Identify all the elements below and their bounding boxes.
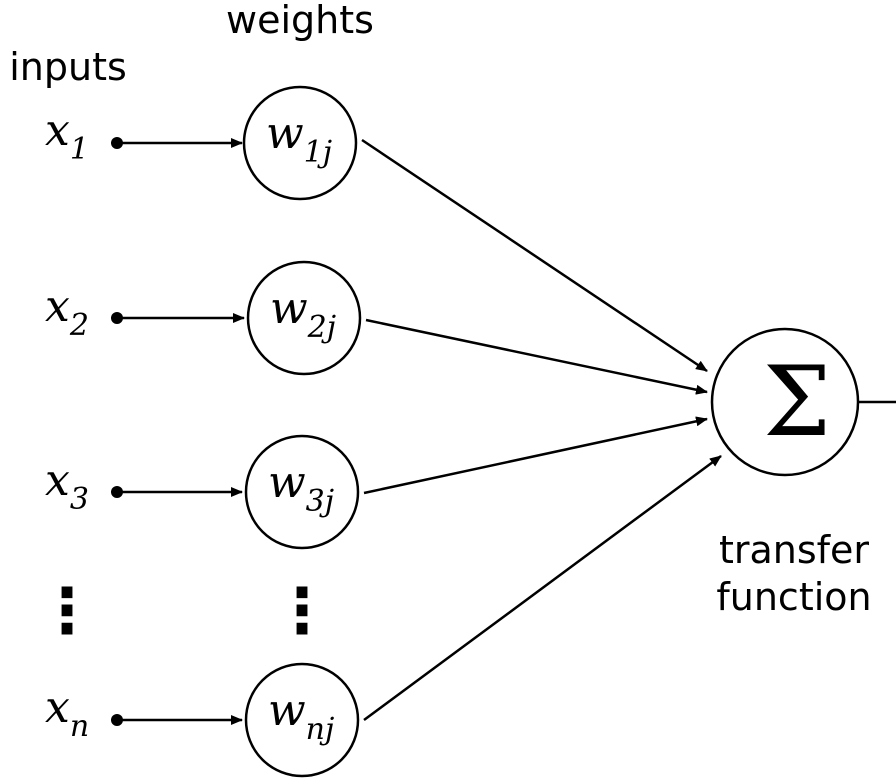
weight-label-3: w3j — [268, 457, 334, 519]
weight-node-3 — [244, 434, 360, 550]
transfer-function-label-line1: transfer — [719, 528, 869, 572]
weight-label-1: w1j — [266, 108, 332, 170]
weight-node-n — [244, 662, 360, 778]
input-row-3: x3 w3j — [45, 416, 708, 550]
weight-label-n: wnj — [268, 685, 334, 747]
weight-to-sum-arrow-n — [363, 454, 722, 722]
input-row-2: x2 w2j — [45, 260, 708, 395]
input-label-n: xn — [45, 682, 89, 744]
input-ellipsis: ⋮ — [36, 574, 98, 647]
weights-header: weights — [226, 0, 374, 42]
weight-label-2: w2j — [270, 283, 336, 345]
input-label-1: x1 — [45, 105, 89, 167]
input-row-n: xn wnj — [45, 454, 722, 778]
weight-to-sum-arrow-2 — [365, 318, 708, 395]
weight-to-sum-arrow-1 — [361, 138, 708, 373]
weight-node-2 — [246, 260, 362, 376]
inputs-header: inputs — [9, 45, 127, 89]
weight-to-sum-arrow-3 — [363, 416, 708, 495]
transfer-function-label-line2: function — [716, 575, 871, 619]
input-label-2: x2 — [45, 281, 89, 343]
sum-node-group: Σ — [710, 327, 896, 477]
weight-node-1 — [242, 85, 358, 201]
weight-ellipsis: ⋮ — [271, 574, 333, 647]
sigma-symbol: Σ — [763, 346, 831, 458]
input-row-1: x1 w1j — [45, 85, 708, 373]
input-label-3: x3 — [45, 455, 89, 517]
